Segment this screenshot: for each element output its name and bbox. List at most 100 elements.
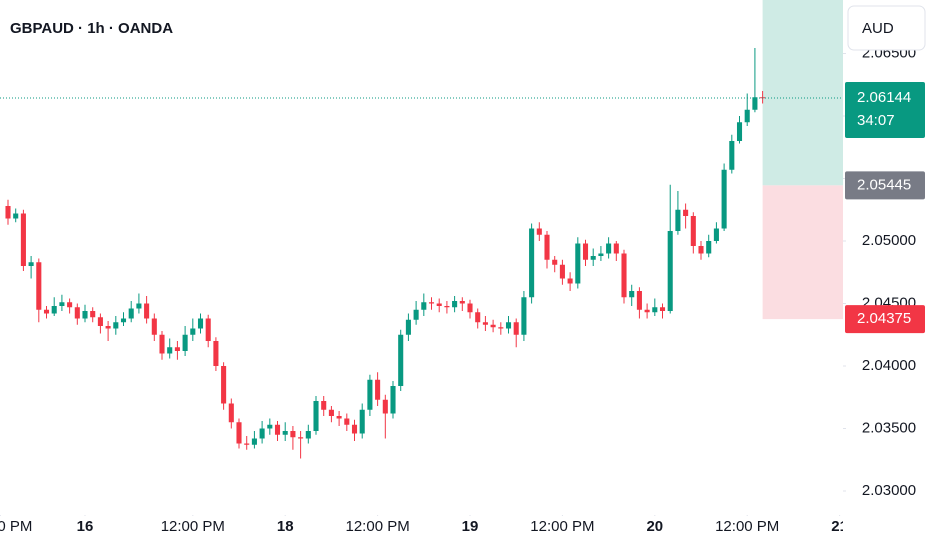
- y-tick-label: 2.04000: [862, 357, 916, 374]
- candle-body: [282, 431, 288, 435]
- candle-body: [590, 256, 596, 260]
- entry-label: 2.05445: [857, 176, 911, 193]
- candle-body: [436, 303, 442, 306]
- candle-body: [82, 311, 88, 319]
- candle-body: [375, 379, 381, 400]
- candle-body: [675, 209, 681, 231]
- candle-body: [159, 334, 165, 354]
- candle-body: [544, 234, 550, 260]
- candle-body: [182, 334, 188, 351]
- candle-body: [298, 437, 304, 439]
- candle-body: [267, 424, 273, 429]
- candle-body: [128, 308, 134, 319]
- stop-tag: [845, 305, 925, 334]
- target-zone: [762, 0, 843, 186]
- candle-body: [344, 418, 350, 425]
- x-tick-label: 12:00 PM: [715, 518, 779, 535]
- stop-zone: [762, 185, 843, 320]
- candle-body: [398, 334, 404, 386]
- candle-body: [390, 386, 396, 414]
- candle-body: [606, 243, 612, 254]
- candle-body: [274, 424, 281, 435]
- candle-body: [20, 213, 26, 266]
- x-tick-label: 12:00 PM: [0, 518, 32, 535]
- candle-body: [575, 243, 581, 284]
- x-tick-label: 12:00 PM: [530, 518, 594, 535]
- candle-body: [290, 431, 296, 438]
- candle-body: [744, 109, 750, 123]
- candle-body: [698, 246, 704, 254]
- currency-label[interactable]: AUD: [862, 20, 894, 37]
- candle-body: [151, 318, 157, 335]
- candle-body: [505, 322, 512, 329]
- candle-body: [382, 399, 388, 414]
- candle-body: [197, 318, 204, 329]
- candle-body: [559, 264, 565, 279]
- candle-body: [490, 324, 496, 328]
- candle-body: [621, 253, 627, 298]
- candle-body: [336, 416, 342, 419]
- candle-body: [367, 379, 373, 410]
- candle-body: [205, 318, 211, 341]
- candle-body: [475, 312, 481, 323]
- candle-body: [51, 306, 57, 314]
- plot-area: [0, 0, 843, 459]
- candle-body: [228, 403, 234, 423]
- candle-body: [59, 302, 65, 306]
- chart-title: GBPAUD · 1h · OANDA: [10, 20, 173, 37]
- candle-body: [421, 302, 427, 310]
- currency-button[interactable]: [847, 5, 926, 51]
- candle-body: [28, 262, 34, 266]
- x-tick-label: 20: [646, 518, 663, 535]
- candle-body: [513, 322, 519, 335]
- stop-label: 2.04375: [857, 310, 911, 327]
- candle-body: [706, 241, 712, 254]
- candle-body: [467, 303, 473, 313]
- candle-body: [413, 309, 419, 320]
- candle-body: [567, 278, 573, 284]
- last-price-label: 2.06144: [857, 89, 911, 106]
- x-tick-label: 12:00 PM: [346, 518, 410, 535]
- candle-body: [244, 443, 250, 445]
- candle-body: [259, 428, 265, 439]
- candle-body: [582, 243, 589, 260]
- candle-body: [213, 341, 219, 366]
- y-tick-label: 2.05000: [862, 232, 916, 249]
- candle-body: [536, 228, 542, 235]
- candle-body: [636, 291, 642, 310]
- candle-body: [97, 317, 103, 326]
- candle-body: [613, 243, 619, 254]
- candle-body: [5, 206, 11, 219]
- candle-body: [729, 141, 735, 170]
- x-axis: 12:00 PM 16 12:00 PM 18 12:00 PM 19 12:00 PM 20…: [0, 515, 848, 535]
- candle-body: [752, 97, 758, 110]
- candle-body: [644, 309, 650, 313]
- candle-body: [482, 322, 488, 325]
- candle-body: [190, 328, 196, 335]
- candle-body: [521, 297, 527, 335]
- candle-body: [236, 422, 242, 444]
- y-tick-label: 2.03000: [862, 482, 916, 499]
- candle-body: [221, 366, 227, 404]
- candle-body: [43, 309, 50, 314]
- candle-body: [321, 401, 327, 410]
- candle-body: [251, 438, 257, 445]
- candle-body: [552, 259, 558, 265]
- candle-body: [120, 318, 127, 323]
- x-tick-label: 12:00 PM: [161, 518, 225, 535]
- candle-body: [721, 169, 727, 229]
- candle-body: [690, 216, 696, 246]
- candle-body: [459, 301, 465, 304]
- candle-body: [359, 409, 365, 434]
- candle-body: [174, 347, 180, 351]
- candle-body: [736, 122, 743, 141]
- candle-body: [105, 326, 111, 329]
- candle-body: [683, 209, 689, 216]
- candle-body: [598, 253, 604, 256]
- candle-body: [313, 401, 319, 431]
- candle-body: [136, 303, 142, 309]
- candle-body: [498, 327, 504, 329]
- candle-body: [144, 303, 150, 319]
